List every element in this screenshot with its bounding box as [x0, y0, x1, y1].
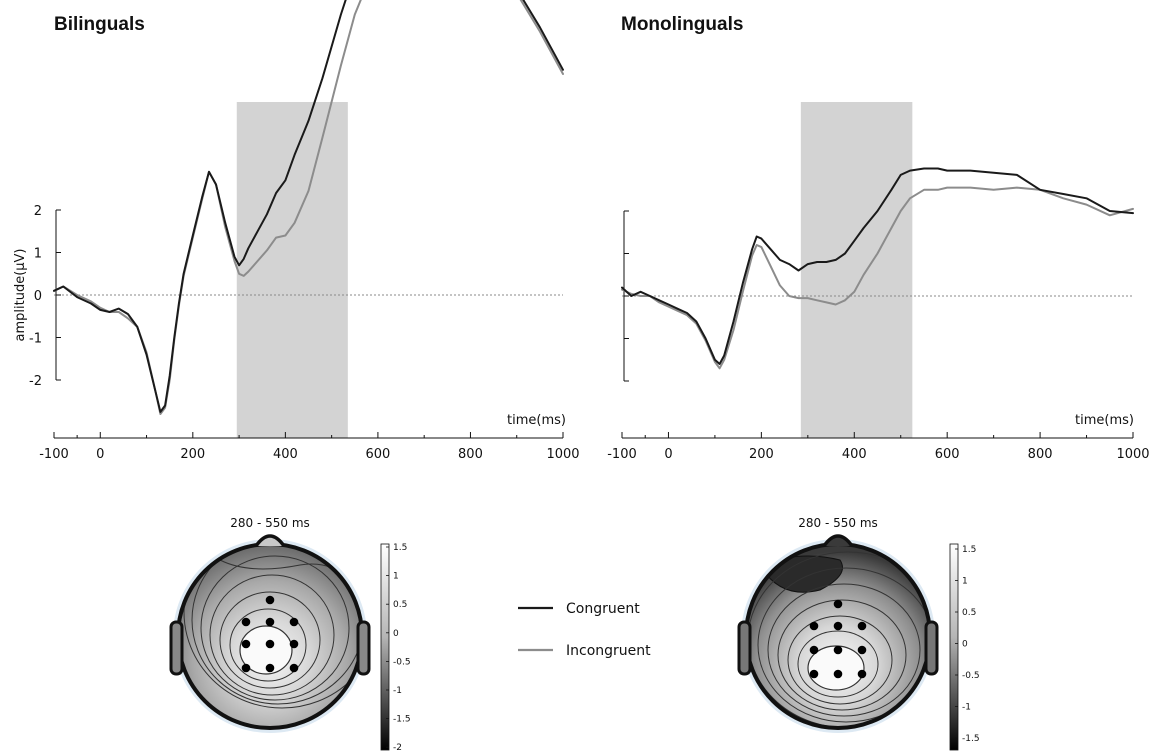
- colorbar-tick-label: 1: [962, 577, 968, 587]
- series-lines: [621, 167, 1134, 370]
- electrode: [833, 645, 843, 655]
- ear-left: [737, 620, 752, 676]
- colorbar-tick-label: -2: [393, 743, 402, 752]
- electrode: [265, 639, 275, 649]
- monolinguals-panel: Monolinguals -100 0 200 400 600 800 1000 time(…: [607, 14, 1149, 462]
- topomap-title: 280 - 550 ms: [798, 516, 878, 530]
- colorbar-tick-label: 1.5: [393, 543, 407, 553]
- series-lines: [53, 0, 564, 415]
- colorbar-tick-label: -1: [962, 703, 971, 713]
- electrode: [265, 617, 275, 627]
- ear-right: [356, 620, 371, 676]
- y-tick-label: 2: [34, 204, 42, 219]
- colorbar-tick-label: 0: [393, 629, 399, 639]
- x-axis-label: time(ms): [1075, 413, 1134, 428]
- electrodes: [809, 599, 867, 679]
- electrode: [289, 663, 299, 673]
- legend: Congruent Incongruent: [518, 601, 651, 659]
- electrode: [241, 639, 251, 649]
- x-tick-label: 200: [180, 447, 205, 462]
- colorbar-tick-label: -0.5: [962, 671, 980, 681]
- colorbar-tick-label: -1.5: [393, 715, 411, 725]
- electrodes: [241, 595, 299, 673]
- x-tick-label: 800: [458, 447, 483, 462]
- x-tick-label: -100: [607, 447, 637, 462]
- colorbar-tick-label: 0.5: [393, 600, 407, 610]
- x-tick-label: 0: [96, 447, 104, 462]
- x-tick-label: 400: [842, 447, 867, 462]
- topomap-monolinguals: 280 - 550 ms 1.5 1 0.5 0 -0.5 -1 -1.5: [737, 516, 980, 751]
- electrode: [241, 663, 251, 673]
- y-axis: [623, 210, 629, 382]
- analysis-window: [236, 102, 348, 438]
- electrode: [289, 617, 299, 627]
- colorbar-tick-label: 0: [962, 640, 968, 650]
- x-tick-label: 800: [1028, 447, 1053, 462]
- x-axis-label: time(ms): [507, 413, 566, 428]
- topomap-bilinguals: 280 - 550 ms 1.5 1 0.5 0 -0.5 -1 -1.5 -2: [169, 516, 411, 752]
- y-tick-label: -1: [29, 332, 42, 347]
- x-tick-label: 600: [365, 447, 390, 462]
- electrode: [241, 617, 251, 627]
- colorbar-ticks: 1.5 1 0.5 0 -0.5 -1 -1.5: [955, 545, 980, 744]
- electrode: [265, 595, 275, 605]
- colorbar-tick-label: -1: [393, 686, 402, 696]
- colorbar: [380, 543, 390, 751]
- x-tick-label: 1000: [1116, 447, 1149, 462]
- electrode: [265, 663, 275, 673]
- y-axis: 2 1 0 -1 -2: [29, 204, 61, 389]
- electrode: [289, 639, 299, 649]
- x-tick-label: 400: [273, 447, 298, 462]
- colorbar: [949, 543, 959, 751]
- legend-label-congruent: Congruent: [566, 601, 640, 617]
- panel-title: Bilinguals: [54, 14, 145, 35]
- electrode: [833, 669, 843, 679]
- y-tick-label: -2: [29, 374, 42, 389]
- electrode: [809, 669, 819, 679]
- electrode: [857, 645, 867, 655]
- electrode: [809, 645, 819, 655]
- x-tick-label: 600: [935, 447, 960, 462]
- x-tick-label: 0: [664, 447, 672, 462]
- topomap-title: 280 - 550 ms: [230, 516, 310, 530]
- colorbar-tick-label: -0.5: [393, 657, 411, 667]
- colorbar-ticks: 1.5 1 0.5 0 -0.5 -1 -1.5 -2: [386, 543, 411, 752]
- electrode: [833, 621, 843, 631]
- series-line-congruent: [621, 167, 1134, 365]
- x-axis: -100 0 200 400 600 800 1000: [607, 432, 1150, 462]
- ear-right: [924, 620, 939, 676]
- ear-left: [169, 620, 184, 676]
- colorbar-tick-label: 1.5: [962, 545, 976, 555]
- y-tick-label: 0: [34, 289, 42, 304]
- y-tick-label: 1: [34, 247, 42, 262]
- contour-lines: [747, 551, 930, 728]
- electrode: [809, 621, 819, 631]
- y-axis-label: amplitude(μV): [13, 249, 28, 342]
- x-tick-label: -100: [39, 447, 69, 462]
- series-line-incongruent: [621, 186, 1134, 370]
- series-line-congruent: [53, 0, 564, 413]
- x-axis: -100 0 200 400 600 800 1000: [39, 432, 580, 462]
- contour-lines: [183, 544, 362, 709]
- colorbar-tick-label: -1.5: [962, 734, 980, 744]
- nose: [254, 534, 286, 548]
- electrode: [857, 669, 867, 679]
- bilinguals-panel: Bilinguals 2 1 0 -1 -2 -100 0 200 400 600 800 1000…: [13, 0, 580, 462]
- legend-label-incongruent: Incongruent: [566, 643, 651, 659]
- colorbar-tick-label: 0.5: [962, 608, 976, 618]
- electrode: [833, 599, 843, 609]
- panel-title: Monolinguals: [621, 14, 743, 35]
- electrode: [857, 621, 867, 631]
- x-tick-label: 200: [749, 447, 774, 462]
- nose: [822, 534, 854, 548]
- colorbar-tick-label: 1: [393, 572, 399, 582]
- analysis-window: [800, 102, 913, 438]
- x-tick-label: 1000: [546, 447, 579, 462]
